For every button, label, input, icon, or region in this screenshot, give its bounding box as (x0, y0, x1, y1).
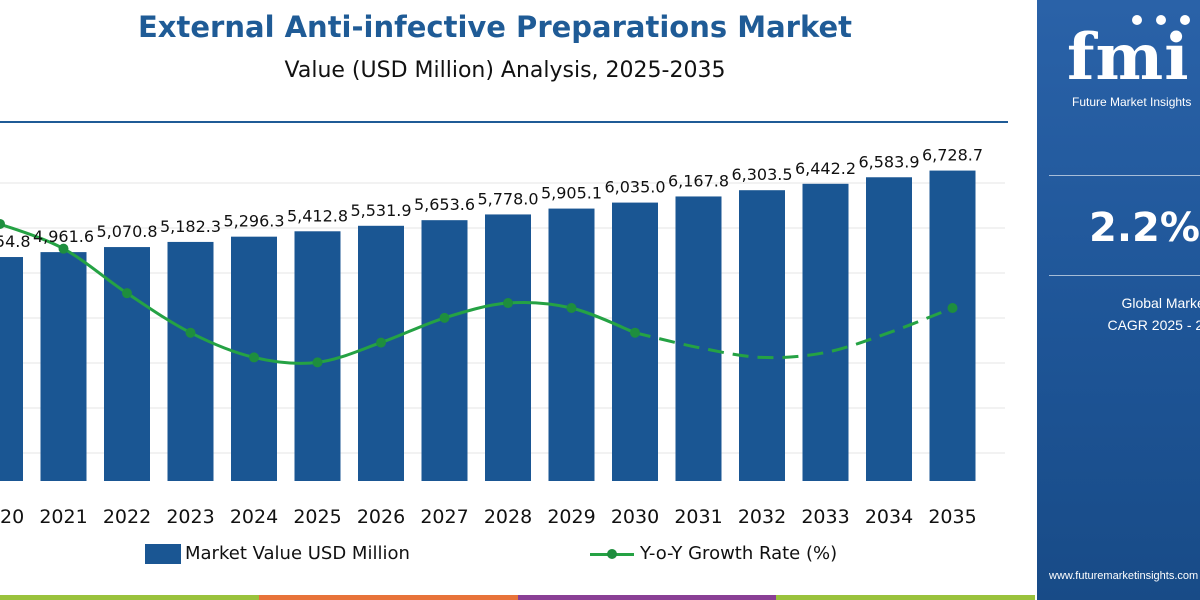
data-label-2029: 5,905.1 (541, 184, 602, 203)
x-tick-2029: 2029 (547, 506, 595, 528)
bar-2025 (294, 231, 341, 481)
data-label-2033: 6,442.2 (795, 159, 856, 178)
website-link[interactable]: www.futuremarketinsights.com (1049, 570, 1199, 582)
bar-2031 (675, 196, 722, 481)
data-label-2027: 5,653.6 (414, 195, 475, 214)
bar-2026 (358, 225, 404, 481)
data-label-2032: 6,303.5 (731, 165, 792, 184)
data-labels: 4,854.84,961.65,070.85,182.35,296.35,412… (0, 146, 983, 251)
chart-title: External Anti-infective Preparations Mar… (138, 10, 852, 44)
x-tick-2034: 2034 (865, 506, 913, 528)
bar-2035 (929, 170, 976, 481)
growth-point-2026 (376, 337, 386, 348)
growth-point-2021 (58, 243, 69, 254)
stripe-segment-1 (0, 595, 259, 600)
growth-point-2027 (439, 312, 450, 323)
growth-line (0, 218, 958, 368)
chart-subtitle: Value (USD Million) Analysis, 2025-2035 (284, 58, 726, 83)
bar-2021 (40, 252, 87, 481)
x-tick-2025: 2025 (293, 506, 341, 528)
stripe-segment-3 (517, 595, 777, 600)
legend-line-entry: Y-o-Y Growth Rate (%) (590, 543, 837, 564)
bar-line-chart: 4,854.84,961.65,070.85,182.35,296.35,412… (0, 146, 1005, 528)
legend-line-label: Y-o-Y Growth Rate (%) (640, 543, 838, 564)
legend-bar-label: Market Value USD Million (185, 543, 410, 564)
legend-bar-swatch (145, 543, 181, 564)
cagr-value: 2.2% (1089, 205, 1200, 251)
stripe-segment-2 (258, 595, 518, 600)
x-tick-2027: 2027 (420, 506, 468, 528)
growth-point-2022 (122, 288, 132, 299)
bar-2027 (421, 220, 468, 481)
growth-line-dashed (634, 306, 954, 360)
data-label-2034: 6,583.9 (858, 152, 919, 171)
growth-point-2023 (185, 327, 196, 338)
sidebar-divider-middle (1049, 275, 1200, 276)
data-label-2030: 6,035.0 (604, 178, 665, 197)
data-label-2025: 5,412.8 (287, 206, 348, 225)
x-tick-2031: 2031 (674, 506, 722, 528)
cagr-label-line1: Global Market, (1121, 295, 1200, 311)
x-tick-2024: 2024 (230, 506, 278, 528)
x-tick-2021: 2021 (39, 506, 87, 528)
data-label-2024: 5,296.3 (223, 212, 284, 231)
stripe-segment-4 (776, 595, 1035, 600)
bar-2029 (548, 208, 595, 481)
data-label-2023: 5,182.3 (160, 217, 221, 236)
data-label-2020: 4,854.8 (0, 232, 31, 251)
x-tick-2022: 2022 (103, 506, 151, 528)
x-tick-2032: 2032 (738, 506, 786, 528)
cagr-label-line2: CAGR 2025 - 2035 (1107, 317, 1200, 333)
x-tick-2023: 2023 (166, 506, 214, 528)
growth-point-2029 (566, 303, 577, 313)
bar-2032 (739, 190, 785, 481)
x-tick-2028: 2028 (484, 506, 532, 528)
bottom-color-stripe (0, 595, 1035, 600)
bar-2028 (485, 214, 531, 481)
legend-line-swatch (590, 544, 634, 564)
logo-subtext: Future Market Insights (1072, 95, 1192, 109)
x-tick-2030: 2030 (611, 506, 659, 528)
fmi-logo: fmi (1067, 20, 1190, 95)
chart-panel: External Anti-infective Preparations Mar… (0, 10, 1035, 600)
x-tick-2035: 2035 (928, 506, 976, 528)
data-label-2031: 6,167.8 (668, 171, 729, 190)
bar-2020 (0, 257, 23, 481)
bars (0, 170, 976, 481)
growth-point-2020 (0, 218, 5, 229)
header-divider (0, 121, 1008, 123)
growth-point-2035 (947, 303, 958, 313)
sidebar-divider-top (1049, 175, 1200, 176)
logo-dots-icon (1132, 15, 1190, 25)
data-label-2028: 5,778.0 (477, 189, 538, 208)
growth-point-2025 (312, 357, 323, 368)
growth-point-2028 (503, 298, 513, 309)
bar-2023 (167, 241, 214, 481)
bar-2022 (104, 247, 150, 481)
data-label-2035: 6,728.7 (922, 146, 983, 165)
bar-2033 (802, 183, 849, 481)
sidebar-panel: fmi Future Market Insights 2.2% Global M… (1037, 0, 1200, 600)
x-tick-2026: 2026 (357, 506, 405, 528)
legend-bar-entry: Market Value USD Million (145, 543, 410, 564)
growth-point-2030 (630, 327, 640, 338)
bar-2034 (866, 177, 912, 481)
growth-point-2024 (249, 352, 259, 363)
data-label-2026: 5,531.9 (350, 201, 411, 220)
x-tick-2033: 2033 (801, 506, 849, 528)
data-label-2021: 4,961.6 (33, 227, 94, 246)
cagr-label: Global Market, CAGR 2025 - 2035 (1067, 292, 1200, 336)
bar-2030 (612, 202, 658, 481)
data-label-2022: 5,070.8 (96, 222, 157, 241)
